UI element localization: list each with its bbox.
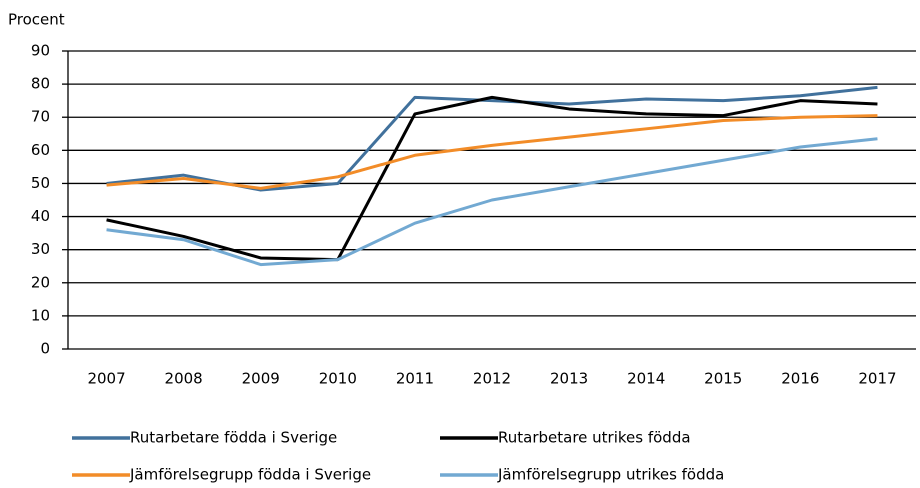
y-tick-label: 90 — [31, 42, 50, 60]
x-tick-label: 2016 — [781, 370, 819, 388]
y-tick-label: 30 — [31, 240, 50, 258]
x-tick-label: 2014 — [627, 370, 665, 388]
y-tick-label: 20 — [31, 273, 50, 291]
legend-label: Rutarbetare utrikes födda — [498, 429, 691, 447]
x-tick-label: 2010 — [319, 370, 357, 388]
y-tick-label: 10 — [31, 306, 50, 324]
x-tick-label: 2013 — [550, 370, 588, 388]
y-tick-label: 0 — [40, 340, 50, 358]
legend-label: Jämförelsegrupp utrikes födda — [497, 466, 724, 484]
y-tick-label: 70 — [31, 108, 50, 126]
x-tick-label: 2008 — [165, 370, 203, 388]
x-tick-label: 2007 — [87, 370, 125, 388]
x-tick-label: 2017 — [858, 370, 896, 388]
series-line — [106, 95, 878, 262]
series-line — [106, 137, 878, 267]
legend-label: Rutarbetare födda i Sverige — [130, 429, 337, 447]
series-line — [106, 114, 878, 190]
x-tick-label: 2015 — [704, 370, 742, 388]
x-tick-label: 2011 — [396, 370, 434, 388]
series-line — [106, 85, 878, 192]
y-tick-label: 80 — [31, 75, 50, 93]
x-tick-label: 2012 — [473, 370, 511, 388]
x-tick-label: 2009 — [242, 370, 280, 388]
y-tick-label: 60 — [31, 141, 50, 159]
y-axis-label: Procent — [8, 11, 65, 29]
y-tick-label: 40 — [31, 207, 50, 225]
y-tick-label: 50 — [31, 174, 50, 192]
legend-label: Jämförelsegrupp födda i Sverige — [129, 466, 371, 484]
